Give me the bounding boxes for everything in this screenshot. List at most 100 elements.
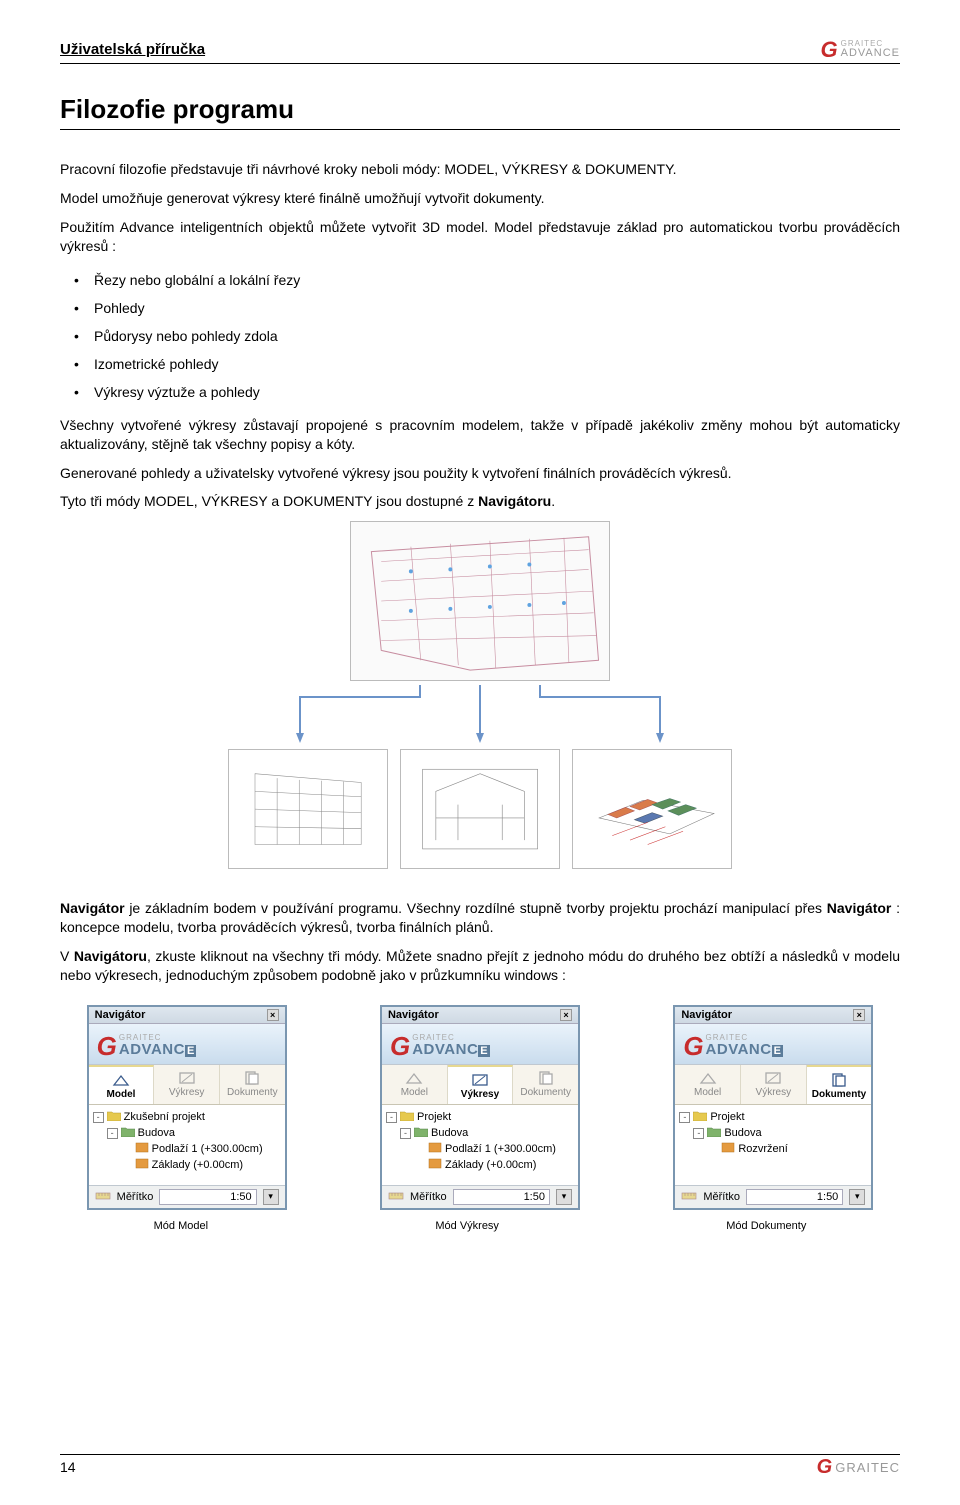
tree-toggle-icon[interactable]: - [679, 1112, 690, 1123]
tree-icon [721, 1142, 735, 1156]
tab-dokumenty[interactable]: Dokumenty [513, 1065, 578, 1104]
scale-label: Měřítko [410, 1191, 447, 1203]
navigator-footer: Měřítko 1:50 ▾ [89, 1185, 285, 1208]
caption-model: Mód Model [154, 1220, 208, 1232]
tab-label: Výkresy [756, 1087, 792, 1098]
paragraph-2: Model umožňuje generovat výkresy které f… [60, 189, 900, 208]
navigator-titlebar[interactable]: Navigátor × [675, 1007, 871, 1024]
close-icon[interactable]: × [267, 1009, 279, 1021]
paragraph-3: Použitím Advance inteligentních objektů … [60, 218, 900, 256]
tree-icon [428, 1142, 442, 1156]
tree-label: Zkušební projekt [124, 1111, 205, 1123]
paragraph-1: Pracovní filozofie představuje tři návrh… [60, 160, 900, 179]
tree-icon [135, 1158, 149, 1172]
tree-label: Budova [138, 1127, 175, 1139]
tree-item[interactable]: - Budova [386, 1125, 574, 1141]
scale-input[interactable]: 1:50 [746, 1189, 843, 1205]
navigator-title: Navigátor [681, 1009, 732, 1021]
tree-icon [400, 1110, 414, 1124]
tree-toggle-icon[interactable] [707, 1144, 718, 1155]
brand-word: ADVANC [119, 1041, 185, 1058]
tree-item[interactable]: - Budova [679, 1125, 867, 1141]
tree-label: Podlaží 1 (+300.00cm) [152, 1143, 263, 1155]
scale-dropdown-icon[interactable]: ▾ [849, 1189, 865, 1205]
tab-dokumenty[interactable]: Dokumenty [807, 1065, 872, 1104]
tab-vykresy[interactable]: Výkresy [741, 1065, 807, 1104]
scale-dropdown-icon[interactable]: ▾ [263, 1189, 279, 1205]
caption-vykresy: Mód Výkresy [435, 1220, 499, 1232]
bullet-item: Řezy nebo globální a lokální řezy [60, 266, 900, 294]
page-header: Uživatelská příručka G GRAITEC ADVANCE [60, 40, 900, 64]
tree-label: Budova [431, 1127, 468, 1139]
brand-g-icon: G [97, 1036, 117, 1057]
tree-toggle-icon[interactable] [414, 1160, 425, 1171]
tab-label: Dokumenty [520, 1087, 571, 1098]
navigator-panel-vykresy: Navigátor × GGRAITECADVANCE Model Výkresy Dok… [380, 1005, 580, 1210]
tree-item[interactable]: - Projekt [679, 1109, 867, 1125]
tab-vykresy[interactable]: Výkresy [448, 1065, 514, 1104]
tab-model[interactable]: Model [89, 1065, 155, 1104]
scale-input[interactable]: 1:50 [159, 1189, 256, 1205]
tree-toggle-icon[interactable] [121, 1160, 132, 1171]
tab-label: Výkresy [461, 1089, 499, 1100]
navigator-footer: Měřítko1:50▾ [675, 1185, 871, 1208]
navigator-titlebar[interactable]: Navigátor × [89, 1007, 285, 1024]
tab-model[interactable]: Model [675, 1065, 741, 1104]
tab-label: Model [107, 1089, 136, 1100]
navigator-titlebar[interactable]: Navigátor × [382, 1007, 578, 1024]
tree-icon [707, 1126, 721, 1140]
tree-label: Rozvržení [738, 1143, 788, 1155]
floor-plan-thumbnail [350, 521, 610, 681]
tree-item[interactable]: -Projekt [386, 1109, 574, 1125]
navigator-footer: Měřítko 1:50 ▾ [382, 1185, 578, 1208]
tree-item[interactable]: Rozvržení [679, 1141, 867, 1157]
tree-toggle-icon[interactable]: - [400, 1128, 411, 1139]
tab-label: Dokumenty [227, 1087, 278, 1098]
tree-icon [693, 1110, 707, 1124]
tree-item[interactable]: - Zkušební projekt [93, 1109, 281, 1125]
tree-item[interactable]: Základy (+0.00cm) [93, 1157, 281, 1173]
tree-label: Projekt [710, 1111, 744, 1123]
tree-toggle-icon[interactable]: - [386, 1112, 397, 1123]
tree-toggle-icon[interactable]: - [93, 1112, 104, 1123]
scale-dropdown-icon[interactable]: ▾ [556, 1189, 572, 1205]
tree-toggle-icon[interactable]: - [693, 1128, 704, 1139]
navigator-title: Navigátor [388, 1009, 439, 1021]
thumb-elevation [228, 749, 388, 869]
tree-label: Základy (+0.00cm) [445, 1159, 536, 1171]
tree-item[interactable]: - Budova [93, 1125, 281, 1141]
scale-label: Měřítko [117, 1191, 154, 1203]
tree-item[interactable]: Podlaží 1 (+300.00cm) [93, 1141, 281, 1157]
thumb-section [400, 749, 560, 869]
brand-small: GRAITEC [706, 1034, 783, 1041]
tree-toggle-icon[interactable] [414, 1144, 425, 1155]
paragraph-8: V Navigátoru, zkuste kliknout na všechny… [60, 947, 900, 985]
close-icon[interactable]: × [560, 1009, 572, 1021]
tree-label: Budova [724, 1127, 761, 1139]
page-footer: 14 G GRAITEC [60, 1454, 900, 1475]
ruler-icon [388, 1190, 404, 1205]
close-icon[interactable]: × [853, 1009, 865, 1021]
tree-item[interactable]: Základy (+0.00cm) [386, 1157, 574, 1173]
navigator-title: Navigátor [95, 1009, 146, 1021]
tree-item[interactable]: Podlaží 1 (+300.00cm) [386, 1141, 574, 1157]
brand-small: GRAITEC [119, 1034, 196, 1041]
tree-icon [135, 1142, 149, 1156]
navigator-panel-model: Navigátor×GGRAITECADVANCEModelVýkresyDok… [87, 1005, 287, 1210]
navigator-logo: GGRAITECADVANCE [382, 1024, 578, 1065]
brand-word: ADVANC [706, 1041, 772, 1058]
brand-text-block: GRAITEC ADVANCE [841, 40, 900, 59]
ruler-icon [95, 1190, 111, 1205]
ruler-icon [681, 1190, 697, 1205]
tab-model[interactable]: Model [382, 1065, 448, 1104]
tab-vykresy[interactable]: Výkresy [154, 1065, 220, 1104]
header-brand: G GRAITEC ADVANCE [821, 40, 901, 59]
tree-toggle-icon[interactable]: - [107, 1128, 118, 1139]
paragraph-5: Generované pohledy a uživatelsky vytvoře… [60, 464, 900, 483]
scale-input[interactable]: 1:50 [453, 1189, 550, 1205]
tree-toggle-icon[interactable] [121, 1144, 132, 1155]
tab-label: Model [401, 1087, 428, 1098]
navigator-panel-dokumenty: Navigátor×GGRAITECADVANCEModelVýkresyDok… [673, 1005, 873, 1210]
tab-dokumenty[interactable]: Dokumenty [220, 1065, 285, 1104]
bullet-item: Výkresy výztuže a pohledy [60, 378, 900, 406]
